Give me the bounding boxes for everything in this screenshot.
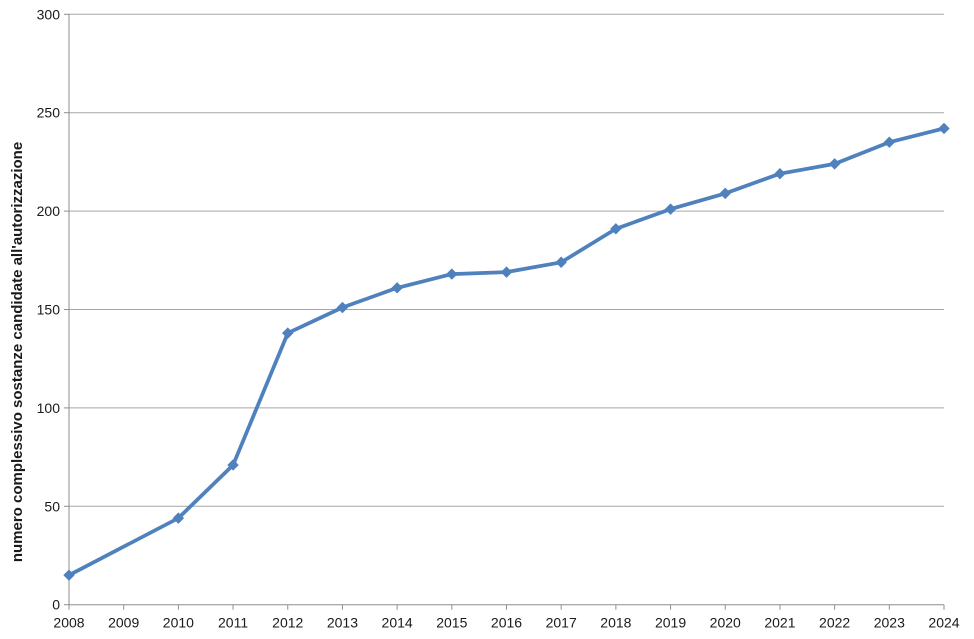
x-axis-tick-label: 2020 [710, 615, 741, 631]
x-axis-tick-label: 2016 [491, 615, 522, 631]
x-axis-tick-label: 2018 [600, 615, 631, 631]
data-point-marker-2020 [719, 187, 731, 200]
data-point-marker-2021 [774, 168, 786, 180]
y-axis-tick-label: 150 [37, 302, 61, 318]
y-axis-tick-label: 200 [37, 203, 61, 219]
gridlines-group [69, 13, 944, 507]
y-axis-tick-label: 300 [37, 6, 61, 22]
data-point-marker-2024 [938, 122, 950, 135]
data-point-marker-2012 [282, 327, 294, 339]
x-axis-tick-label: 2015 [436, 615, 467, 631]
data-point-marker-2011 [227, 459, 239, 471]
x-axis-tick-label: 2021 [764, 615, 795, 631]
y-axis-tick-label: 0 [52, 597, 60, 613]
x-axis-tick-label: 2013 [327, 615, 358, 631]
data-point-marker-2022 [828, 158, 841, 170]
data-point-marker-2023 [883, 136, 896, 148]
data-point-marker-2017 [555, 256, 567, 268]
x-axis-tick-label: 2017 [546, 615, 577, 631]
data-series-group [63, 122, 950, 581]
x-axis-tick-label: 2011 [218, 615, 248, 631]
x-axis-tick-label: 2009 [108, 615, 139, 631]
y-axis-tick-label: 50 [44, 498, 60, 514]
x-axis-tick-label: 2019 [655, 615, 686, 631]
x-axis-tick-label: 2012 [272, 615, 303, 631]
y-axis-tick-label: 250 [37, 105, 61, 121]
y-axis-title: numero complessivo sostanze candidate al… [9, 142, 26, 562]
y-axis-tick-label: 100 [37, 400, 61, 416]
data-point-marker-2018 [610, 223, 622, 235]
data-point-marker-2016 [500, 266, 513, 278]
data-point-marker-2008 [63, 569, 75, 581]
x-axis-tick-label: 2014 [382, 615, 413, 631]
axis-labels-group: 0 50 100 150 200 250 300 2008 2009 2010 2011 2012 20… [37, 6, 960, 630]
data-point-marker-2015 [446, 268, 458, 280]
x-axis-tick-label: 2008 [53, 615, 84, 631]
data-line [67, 126, 946, 578]
x-axis-tick-label: 2023 [874, 615, 905, 631]
data-point-marker-2010 [172, 512, 185, 524]
x-axis-tick-label: 2010 [163, 615, 194, 631]
data-point-marker-2014 [391, 282, 403, 294]
data-point-marker-2019 [664, 203, 677, 215]
x-axis-tick-label: 2024 [928, 615, 959, 631]
data-point-marker-2013 [336, 301, 349, 314]
x-axis-tick-label: 2022 [819, 615, 850, 631]
axes-group [64, 13, 945, 610]
